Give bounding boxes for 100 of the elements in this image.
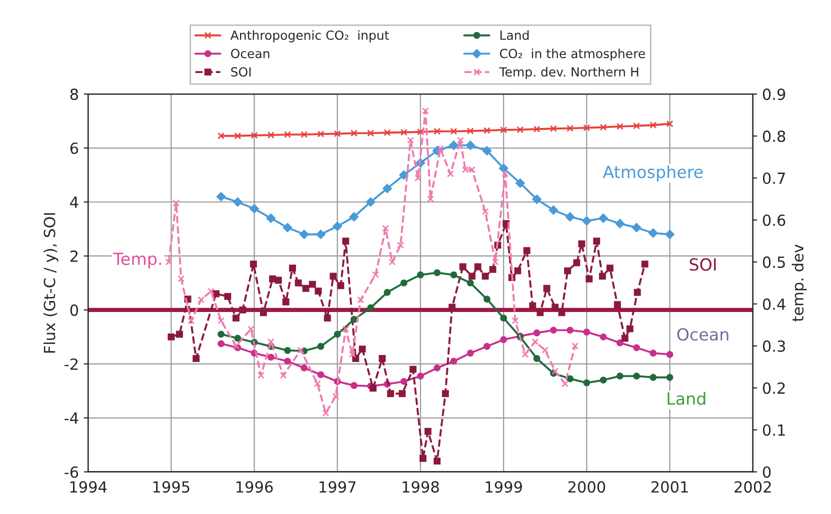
- point: [316, 230, 326, 240]
- y-axis-title: Flux (Gt-C / y), SOI: [43, 213, 58, 353]
- point: [466, 140, 475, 150]
- point: [500, 336, 508, 344]
- y-tick-label: -6: [64, 466, 78, 478]
- point: [550, 125, 557, 132]
- x-tick-label: 2001: [651, 481, 688, 493]
- point: [533, 126, 540, 133]
- point: [516, 126, 524, 134]
- x-tick-label: 1997: [320, 481, 356, 493]
- point: [565, 212, 575, 222]
- point: [322, 410, 330, 417]
- point: [400, 279, 408, 286]
- point: [600, 333, 607, 340]
- point: [492, 258, 499, 266]
- point: [482, 208, 489, 216]
- point: [466, 128, 474, 135]
- legend-label: Temp. dev. Northern H: [499, 66, 638, 80]
- point: [616, 122, 624, 130]
- point: [548, 205, 558, 215]
- y2-tick-label: 0.5: [762, 256, 785, 268]
- point: [583, 124, 590, 132]
- point: [282, 223, 292, 232]
- point: [500, 126, 508, 134]
- y-tick-label: 0: [70, 304, 78, 316]
- point: [533, 355, 540, 362]
- point: [600, 376, 607, 384]
- point: [533, 329, 540, 336]
- annotation: SOI: [690, 258, 716, 271]
- point: [632, 223, 642, 232]
- point: [426, 196, 434, 202]
- point: [357, 296, 364, 304]
- x-tick-label: 1998: [402, 481, 439, 493]
- point: [218, 330, 225, 338]
- x-tick-label: 2000: [568, 481, 606, 493]
- point: [434, 128, 441, 135]
- point: [532, 194, 542, 204]
- point: [247, 326, 254, 333]
- y-tick-label: 6: [70, 142, 78, 154]
- point: [218, 132, 225, 140]
- point: [446, 170, 454, 178]
- point: [466, 279, 474, 286]
- x-tick-label: 1999: [486, 481, 522, 493]
- point: [266, 214, 276, 223]
- point: [399, 170, 408, 180]
- point: [650, 122, 657, 129]
- point: [218, 340, 225, 348]
- point: [314, 380, 321, 388]
- point: [633, 122, 640, 130]
- point: [218, 317, 225, 324]
- y2-axis-title: temp. dev: [792, 244, 807, 322]
- point: [280, 372, 287, 379]
- point: [450, 128, 458, 135]
- point: [349, 212, 359, 222]
- point: [449, 140, 458, 150]
- point: [456, 136, 464, 144]
- legend-label: Anthropogenic CO₂ input: [230, 30, 389, 42]
- point: [332, 222, 342, 231]
- y2-tick-label: 0.9: [762, 88, 786, 100]
- point: [216, 192, 226, 202]
- point: [417, 128, 424, 136]
- y2-tick-label: 0.4: [762, 298, 786, 310]
- point: [300, 131, 308, 138]
- point: [397, 242, 404, 249]
- point: [532, 338, 539, 346]
- point: [600, 124, 607, 131]
- point: [407, 136, 414, 144]
- point: [284, 346, 291, 354]
- point: [350, 130, 358, 137]
- point: [466, 350, 474, 357]
- y2-tick-label: 0.8: [762, 130, 786, 142]
- point: [233, 197, 242, 207]
- point: [267, 132, 274, 139]
- point: [317, 342, 324, 350]
- point: [367, 304, 374, 312]
- point: [516, 178, 525, 188]
- point: [648, 228, 658, 238]
- point: [512, 317, 519, 324]
- point: [498, 164, 508, 173]
- x-tick-label: 1995: [153, 481, 190, 493]
- point: [566, 124, 574, 132]
- y-tick-label: -4: [64, 412, 78, 424]
- point: [172, 200, 180, 207]
- point: [414, 174, 422, 182]
- point: [436, 145, 444, 152]
- point: [666, 350, 674, 358]
- y-tick-label: -2: [64, 358, 78, 370]
- point: [572, 342, 579, 350]
- point: [250, 204, 259, 214]
- point: [598, 214, 608, 223]
- point: [400, 378, 408, 385]
- point: [400, 128, 408, 136]
- point: [284, 358, 291, 365]
- point: [616, 339, 624, 346]
- point: [450, 358, 458, 365]
- point: [334, 330, 341, 338]
- point: [334, 130, 341, 138]
- point: [566, 375, 574, 382]
- point: [372, 271, 380, 278]
- point: [366, 197, 376, 207]
